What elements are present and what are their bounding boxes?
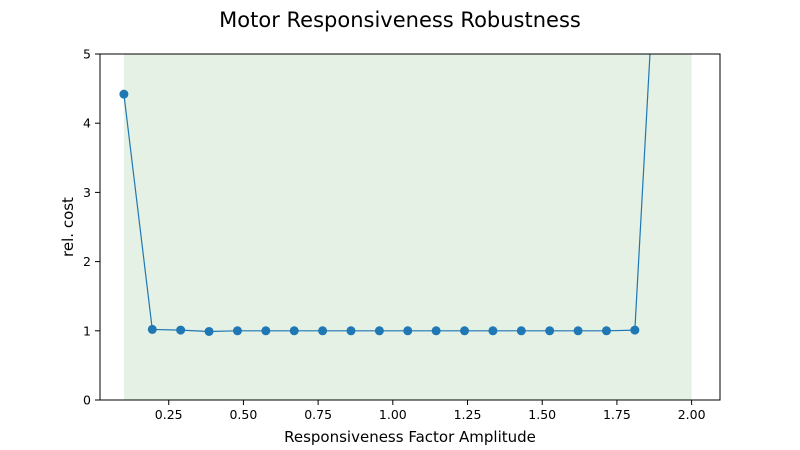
series-layer: [119, 54, 651, 336]
data-point: [261, 326, 271, 336]
y-tick-label: 0: [83, 393, 91, 408]
x-tick-label: 0.50: [229, 407, 257, 422]
data-point: [374, 326, 384, 336]
x-axis: 0.25 0.50 0.75 1.00 1.25 1.50 1.75 2.00: [155, 400, 706, 422]
y-axis-label: rel. cost: [59, 197, 77, 257]
data-point: [516, 326, 526, 336]
y-tick-label: 1: [83, 323, 91, 338]
data-point: [346, 326, 356, 336]
data-point: [403, 326, 413, 336]
data-point: [601, 326, 611, 336]
x-tick-label: 1.25: [454, 407, 482, 422]
data-point: [460, 326, 470, 336]
y-tick-label: 3: [83, 185, 91, 200]
x-tick-label: 1.75: [603, 407, 631, 422]
data-point: [318, 326, 328, 336]
y-axis: 0 1 2 3 4 5: [83, 47, 100, 408]
data-point: [147, 324, 157, 334]
data-point: [119, 89, 129, 99]
data-point: [232, 326, 242, 336]
series-line: [123, 54, 651, 333]
x-tick-label: 0.75: [304, 407, 332, 422]
data-point: [176, 325, 186, 335]
x-tick-label: 2.00: [678, 407, 706, 422]
data-point: [630, 325, 640, 335]
y-tick-label: 2: [83, 254, 91, 269]
data-point: [289, 326, 299, 336]
x-tick-label: 1.50: [528, 407, 556, 422]
data-point: [573, 326, 583, 336]
y-tick-label: 5: [83, 47, 91, 62]
shaded-region: [123, 54, 692, 400]
data-point: [488, 326, 498, 336]
plot-frame: [99, 53, 721, 401]
y-tick-label: 4: [83, 116, 91, 131]
x-tick-label: 0.25: [155, 407, 183, 422]
chart-title: Motor Responsiveness Robustness: [219, 8, 581, 32]
data-point: [204, 326, 214, 336]
data-point: [431, 326, 441, 336]
x-axis-label: Responsiveness Factor Amplitude: [284, 428, 536, 446]
x-tick-label: 1.00: [379, 407, 407, 422]
data-point: [545, 326, 555, 336]
